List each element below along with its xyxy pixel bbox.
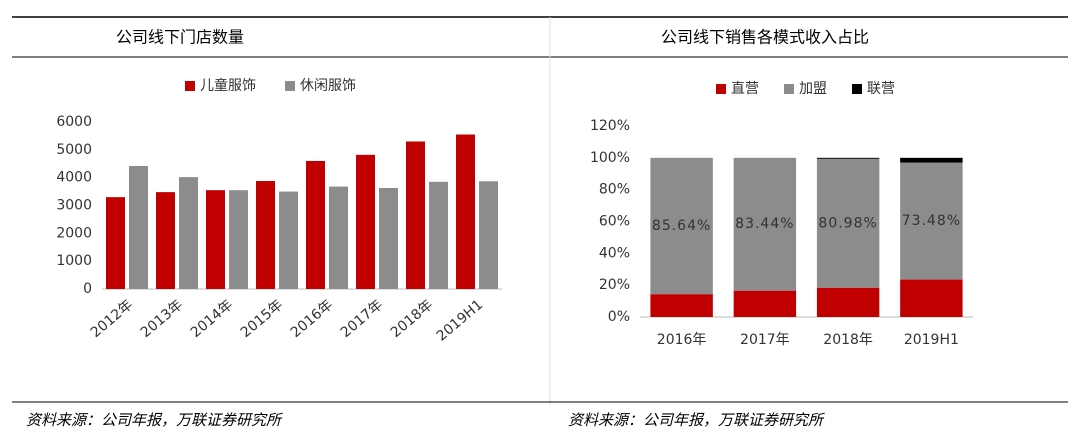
x-tick-label: 2016年 — [657, 332, 707, 348]
y-tick-label: 120% — [590, 118, 630, 134]
bar — [429, 181, 448, 289]
bar-segment — [900, 279, 963, 317]
x-tick-label: 2018年 — [388, 297, 436, 341]
legend-swatch — [285, 81, 295, 91]
legend-label: 加盟 — [799, 81, 827, 97]
bar — [206, 190, 225, 289]
y-tick-label: 20% — [599, 277, 630, 293]
x-tick-label: 2015年 — [238, 297, 286, 341]
x-tick-label: 2012年 — [88, 297, 136, 341]
x-tick-label: 2018年 — [823, 332, 873, 348]
legend-label: 儿童服饰 — [200, 77, 256, 94]
y-tick-label: 2000 — [56, 225, 92, 241]
x-tick-label: 2014年 — [188, 297, 236, 341]
legend-swatch — [784, 84, 794, 94]
x-tick-label: 2019H1 — [434, 297, 486, 345]
bar-segment — [900, 162, 963, 280]
y-tick-label: 0% — [608, 309, 630, 325]
y-tick-label: 40% — [599, 245, 630, 261]
source-note: 资料来源：公司年报，万联证券研究所 — [568, 411, 825, 429]
data-label: 83.44% — [735, 216, 794, 232]
legend-label: 休闲服饰 — [300, 78, 356, 94]
bar — [356, 154, 375, 289]
bar — [279, 191, 298, 289]
legend-label: 联营 — [867, 81, 895, 97]
y-tick-label: 100% — [590, 150, 630, 166]
legend-label: 直营 — [731, 80, 759, 97]
legend-swatch — [716, 84, 726, 94]
bar-segment — [650, 294, 713, 317]
bar-segment — [816, 158, 880, 288]
data-label: 85.64% — [652, 218, 711, 234]
bar — [379, 187, 398, 289]
x-tick-label: 2017年 — [740, 332, 790, 348]
data-label: 73.48% — [902, 213, 961, 229]
bar — [106, 197, 125, 289]
chart-title: 公司线下销售各模式收入占比 — [661, 28, 869, 47]
x-tick-label: 2017年 — [338, 297, 386, 341]
legend-swatch — [852, 84, 862, 94]
bar-segment — [900, 157, 963, 163]
bar — [406, 141, 425, 289]
bar — [479, 181, 498, 289]
y-tick-label: 60% — [599, 214, 630, 230]
y-tick-label: 0 — [83, 281, 92, 297]
y-tick-label: 1000 — [56, 253, 92, 269]
bar — [229, 190, 248, 289]
x-tick-label: 2013年 — [138, 297, 186, 341]
bar — [156, 192, 175, 289]
y-tick-label: 5000 — [56, 142, 92, 158]
y-tick-label: 3000 — [56, 198, 92, 214]
bar — [456, 134, 475, 289]
bar — [256, 181, 275, 289]
x-tick-label: 2019H1 — [904, 332, 959, 348]
bar — [129, 165, 148, 289]
bar-segment — [816, 157, 880, 159]
data-label: 80.98% — [818, 215, 877, 231]
y-tick-label: 6000 — [56, 114, 92, 130]
bar — [329, 186, 348, 289]
bar — [306, 160, 325, 289]
chart-title: 公司线下门店数量 — [116, 28, 244, 47]
bar-segment — [733, 290, 797, 317]
source-note: 资料来源：公司年报，万联证券研究所 — [26, 411, 283, 429]
bar-segment — [733, 157, 797, 291]
y-tick-label: 80% — [599, 182, 630, 198]
bar-segment — [650, 157, 713, 295]
legend-swatch — [185, 81, 195, 91]
y-tick-label: 4000 — [56, 170, 92, 186]
bar-segment — [816, 287, 880, 317]
x-tick-label: 2016年 — [288, 297, 336, 341]
bar — [179, 177, 198, 289]
